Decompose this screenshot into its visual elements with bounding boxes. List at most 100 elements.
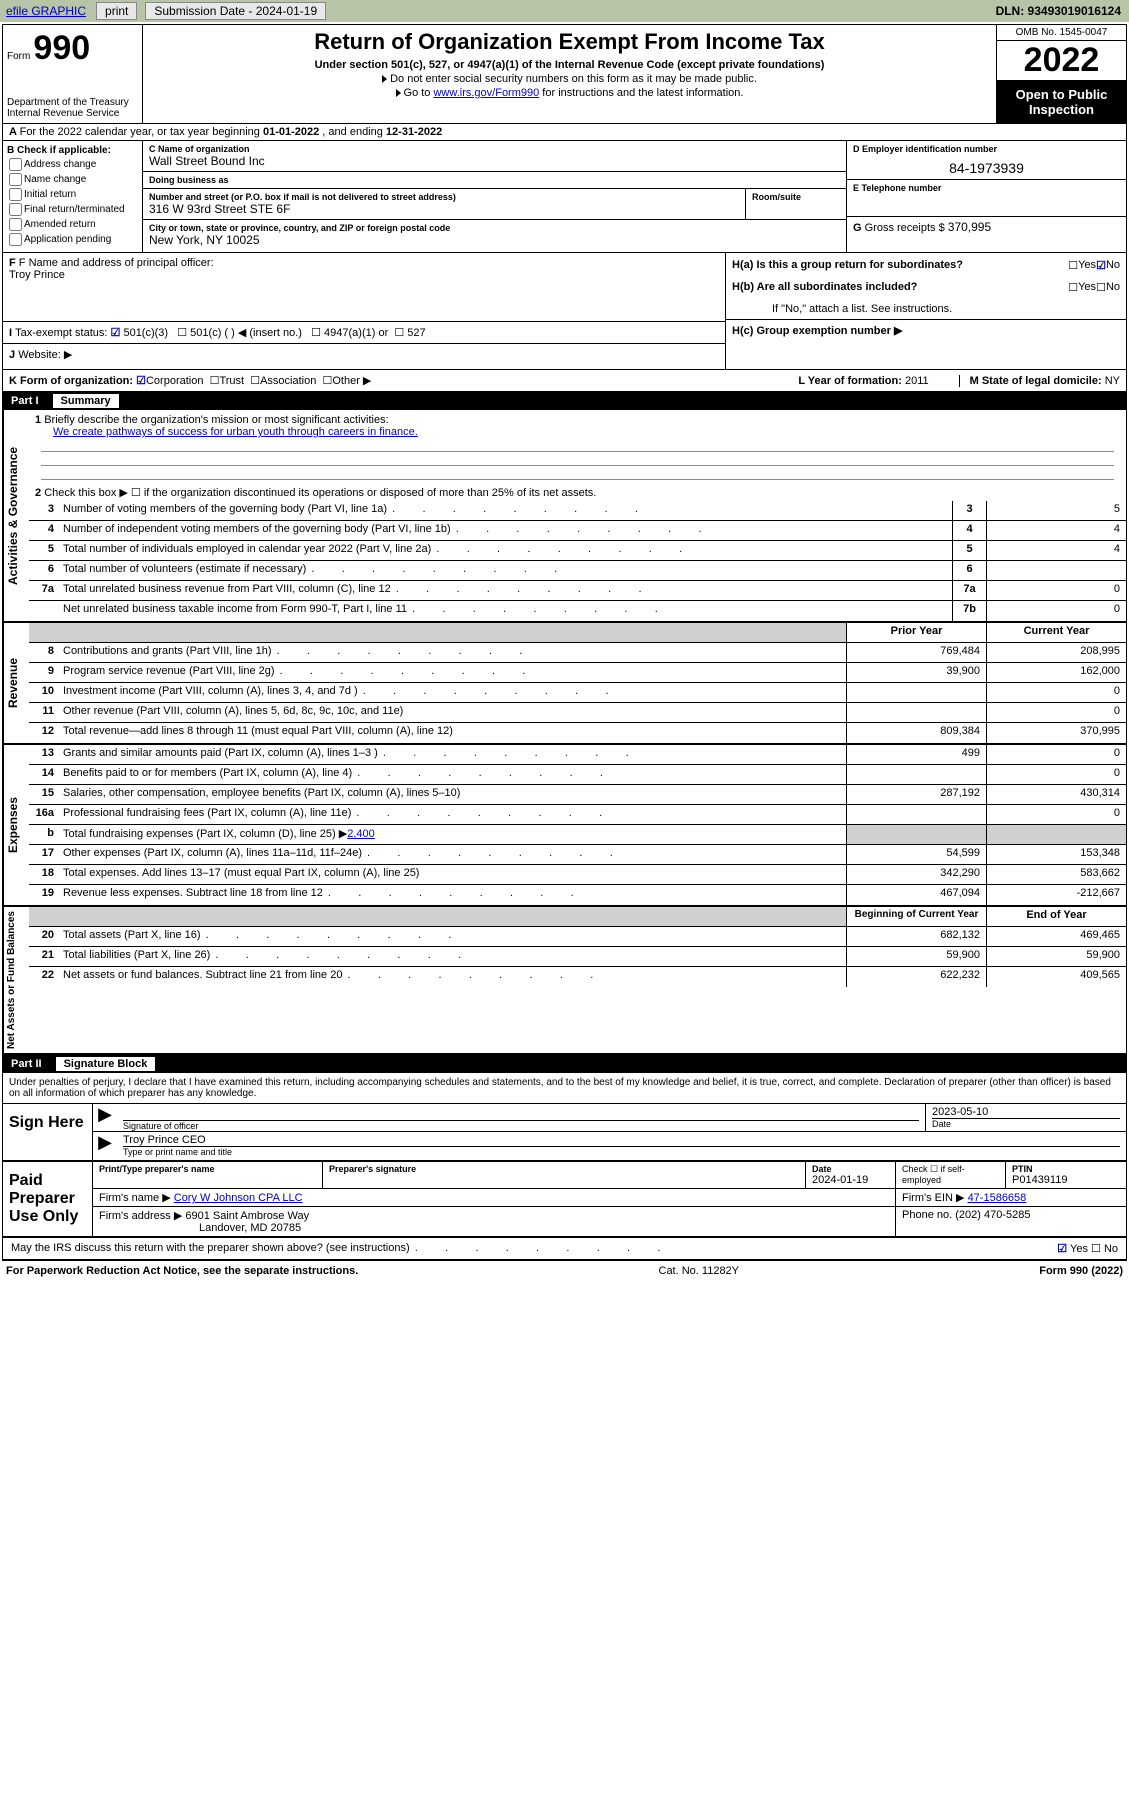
irs-link[interactable]: www.irs.gov/Form990: [433, 87, 539, 99]
line2-label: Check this box ▶ ☐ if the organization d…: [44, 487, 596, 499]
side-governance: Activities & Governance: [3, 410, 29, 621]
i-label: Tax-exempt status:: [15, 327, 107, 339]
sign-here-label: Sign Here: [3, 1104, 93, 1160]
chk-final-return[interactable]: [9, 203, 22, 216]
l15-prior: 287,192: [846, 785, 986, 804]
line3-val: 5: [986, 501, 1126, 520]
prior-year-hdr: Prior Year: [846, 623, 986, 642]
c-label: C Name of organization: [149, 144, 840, 154]
l10-curr: 0: [986, 683, 1126, 702]
l9-curr: 162,000: [986, 663, 1126, 682]
net-assets-section: Net Assets or Fund Balances Beginning of…: [3, 907, 1126, 1055]
dba-label: Doing business as: [149, 175, 840, 185]
ha-label: H(a) Is this a group return for subordin…: [732, 259, 1068, 279]
l20-boy: 682,132: [846, 927, 986, 946]
form-subtitle: Under section 501(c), 527, or 4947(a)(1)…: [151, 59, 988, 71]
prep-date: 2024-01-19: [812, 1174, 889, 1186]
l18-prior: 342,290: [846, 865, 986, 884]
527-option: 527: [407, 327, 425, 339]
efile-link[interactable]: efile GRAPHIC: [0, 4, 92, 18]
officer-name-title: Troy Prince CEO: [123, 1134, 1120, 1146]
501c3-option: 501(c)(3): [123, 327, 168, 339]
line7a-desc: Total unrelated business revenue from Pa…: [59, 581, 952, 600]
l22-boy: 622,232: [846, 967, 986, 987]
form-990-page: Form 990 Department of the Treasury Inte…: [2, 24, 1127, 1261]
line5-val: 4: [986, 541, 1126, 560]
mission-text[interactable]: We create pathways of success for urban …: [53, 426, 418, 438]
row-k: K Form of organization: ☑ Corporation ☐ …: [3, 370, 1126, 392]
hb-label: H(b) Are all subordinates included?: [732, 281, 1068, 301]
form-label: Form: [7, 51, 30, 62]
fundraising-exp-link[interactable]: 2,400: [347, 828, 375, 840]
top-toolbar: efile GRAPHIC print Submission Date - 20…: [0, 0, 1129, 22]
gross-receipts: 370,995: [948, 220, 991, 234]
entity-block: B Check if applicable: Address change Na…: [3, 141, 1126, 253]
firm-name-link[interactable]: Cory W Johnson CPA LLC: [174, 1192, 303, 1204]
line6-desc: Total number of volunteers (estimate if …: [59, 561, 952, 580]
l19-curr: -212,667: [986, 885, 1126, 905]
room-label: Room/suite: [752, 192, 840, 202]
side-expenses: Expenses: [3, 745, 29, 905]
instructions-link-line: Go to www.irs.gov/Form990 for instructio…: [151, 87, 988, 99]
l21-eoy: 59,900: [986, 947, 1126, 966]
page-footer: For Paperwork Reduction Act Notice, see …: [0, 1263, 1129, 1279]
street-address: 316 W 93rd Street STE 6F: [149, 202, 739, 216]
city-state-zip: New York, NY 10025: [149, 233, 840, 247]
principal-officer: Troy Prince: [9, 269, 719, 281]
line5-desc: Total number of individuals employed in …: [59, 541, 952, 560]
chk-initial-return[interactable]: [9, 188, 22, 201]
ptin-value: P01439119: [1012, 1174, 1120, 1186]
l9-prior: 39,900: [846, 663, 986, 682]
l13-prior: 499: [846, 745, 986, 764]
row-a-tax-year: A For the 2022 calendar year, or tax yea…: [3, 124, 1126, 141]
paid-preparer-block: Paid Preparer Use Only Print/Type prepar…: [3, 1162, 1126, 1238]
expenses-section: Expenses 13Grants and similar amounts pa…: [3, 745, 1126, 907]
footer-right: Form 990 (2022): [1039, 1265, 1123, 1277]
firm-addr1: 6901 Saint Ambrose Way: [185, 1210, 309, 1222]
chk-app-pending[interactable]: [9, 233, 22, 246]
line7b-desc: Net unrelated business taxable income fr…: [59, 601, 952, 621]
line7b-val: 0: [986, 601, 1126, 621]
l22-eoy: 409,565: [986, 967, 1126, 987]
l11-curr: 0: [986, 703, 1126, 722]
l19-prior: 467,094: [846, 885, 986, 905]
city-label: City or town, state or province, country…: [149, 223, 840, 233]
l14-prior: [846, 765, 986, 784]
sign-here-block: Sign Here ▶ Signature of officer 2023-05…: [3, 1104, 1126, 1162]
revenue-section: Revenue Prior YearCurrent Year 8Contribu…: [3, 623, 1126, 745]
omb-number: OMB No. 1545-0047: [997, 25, 1126, 41]
state-domicile: NY: [1105, 375, 1120, 387]
print-button[interactable]: print: [96, 2, 137, 20]
part1-header: Part I Summary: [3, 392, 1126, 410]
b-label: B Check if applicable:: [7, 145, 138, 156]
firm-ein-link[interactable]: 47-1586658: [968, 1192, 1027, 1204]
self-emp-check: Check ☐ if self-employed: [896, 1162, 1006, 1188]
submission-date-button[interactable]: Submission Date - 2024-01-19: [145, 2, 326, 20]
current-year-hdr: Current Year: [986, 623, 1126, 642]
firm-addr2: Landover, MD 20785: [199, 1222, 301, 1234]
ein-value: 84-1973939: [853, 160, 1120, 176]
l13-curr: 0: [986, 745, 1126, 764]
j-website-label: Website: ▶: [18, 349, 72, 361]
chk-name-change[interactable]: [9, 173, 22, 186]
l10-prior: [846, 683, 986, 702]
line6-val: [986, 561, 1126, 580]
footer-mid: Cat. No. 11282Y: [358, 1265, 1039, 1277]
form-header: Form 990 Department of the Treasury Inte…: [3, 25, 1126, 124]
year-formation: 2011: [905, 375, 929, 387]
hc-label: H(c) Group exemption number ▶: [732, 325, 902, 337]
chk-address-change[interactable]: [9, 158, 22, 171]
governance-section: Activities & Governance 1 Briefly descri…: [3, 410, 1126, 623]
form-title: Return of Organization Exempt From Incom…: [151, 29, 988, 55]
sig-arrow-icon-2: ▶: [93, 1132, 117, 1160]
l14-curr: 0: [986, 765, 1126, 784]
l17-curr: 153,348: [986, 845, 1126, 864]
ssn-warning: Do not enter social security numbers on …: [151, 73, 988, 85]
line4-val: 4: [986, 521, 1126, 540]
chk-amended[interactable]: [9, 218, 22, 231]
perjury-statement: Under penalties of perjury, I declare th…: [3, 1073, 1126, 1104]
d-ein-label: D Employer identification number: [853, 144, 1120, 154]
sig-officer-lbl: Signature of officer: [123, 1120, 919, 1131]
l8-curr: 208,995: [986, 643, 1126, 662]
l11-prior: [846, 703, 986, 722]
